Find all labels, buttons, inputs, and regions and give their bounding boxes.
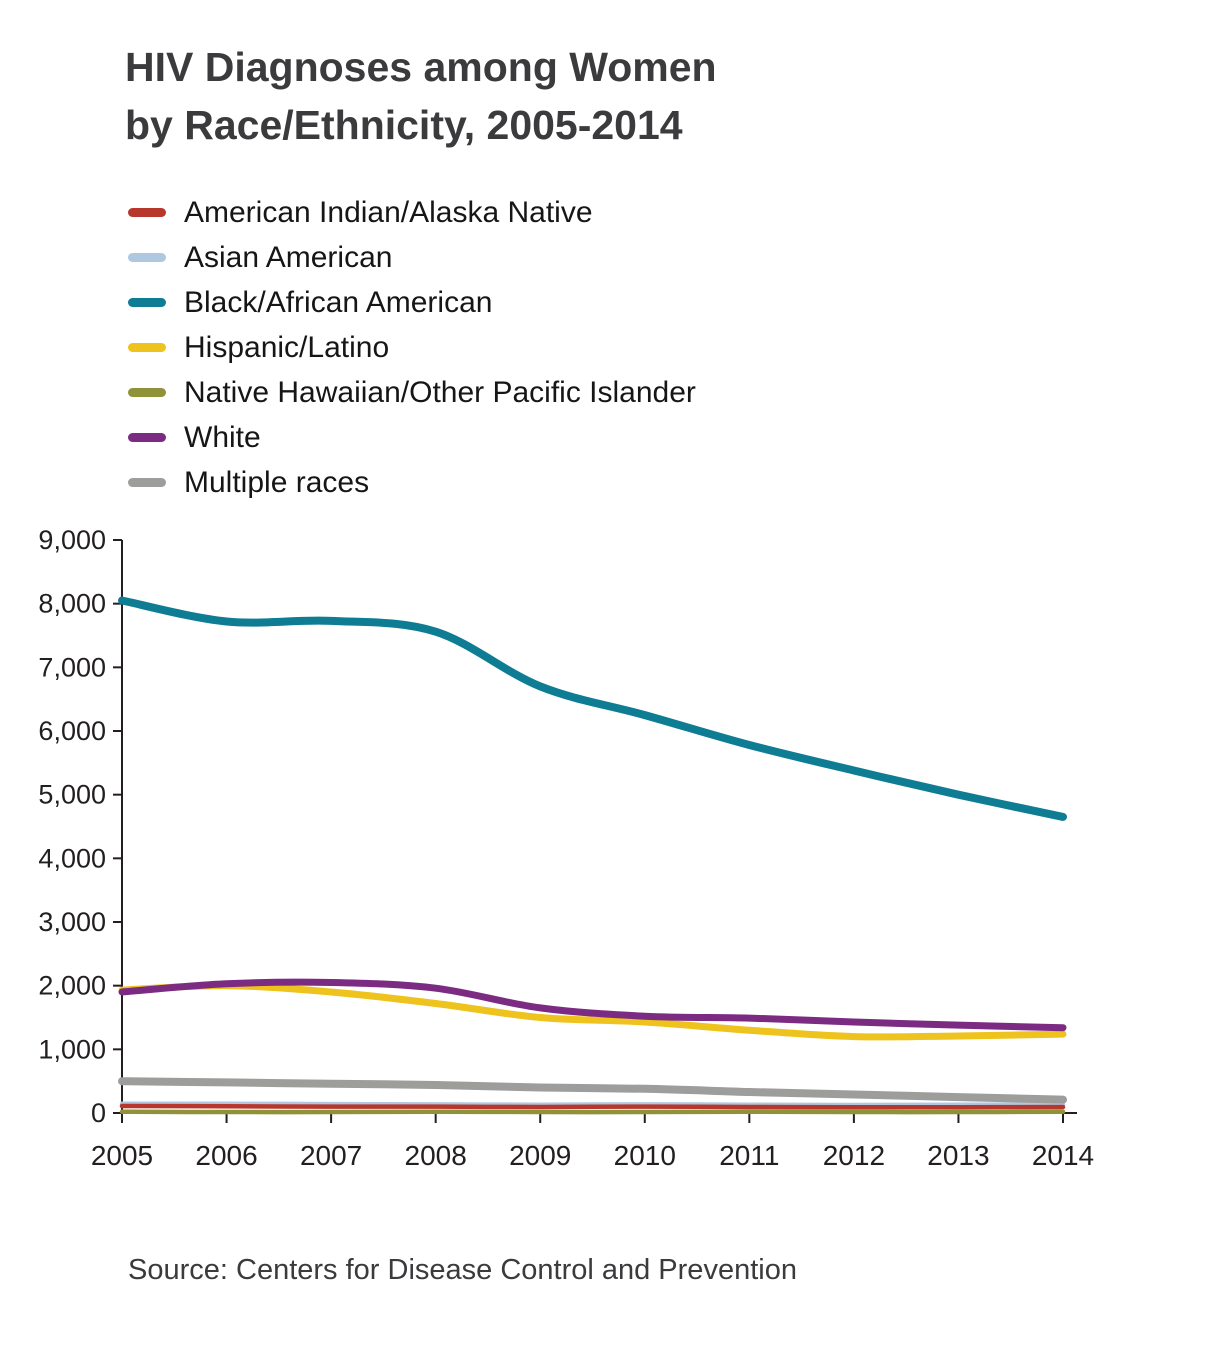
- legend-swatch-black-african-american: [128, 298, 166, 307]
- x-tick-label: 2009: [509, 1140, 571, 1171]
- x-tick-label: 2006: [195, 1140, 257, 1171]
- legend: American Indian/Alaska Native Asian Ameri…: [128, 190, 696, 505]
- legend-label: Multiple races: [184, 465, 370, 499]
- series-line-white: [118, 978, 1067, 1032]
- source-note: Source: Centers for Disease Control and …: [128, 1254, 797, 1286]
- x-tick-label: 2005: [91, 1140, 153, 1171]
- series-line-american-indian-alaska-native: [119, 1103, 1066, 1110]
- x-tick-label: 2012: [823, 1140, 885, 1171]
- legend-label: Asian American: [184, 240, 393, 274]
- legend-item-multiple-races: Multiple races: [128, 460, 696, 505]
- y-tick-label: 1,000: [38, 1034, 106, 1064]
- line-chart: 0 1,000 2,000 3,000 4,000 5,000 6,000 7,000 8,00…: [38, 525, 1094, 1171]
- legend-swatch-american-indian-alaska-native: [128, 208, 166, 217]
- x-tick-label: 2013: [927, 1140, 989, 1171]
- series-line-black-african-american: [118, 596, 1067, 821]
- legend-item-hispanic-latino: Hispanic/Latino: [128, 325, 696, 370]
- legend-label: Black/African American: [184, 285, 493, 319]
- legend-item-black-african-american: Black/African American: [128, 280, 696, 325]
- legend-swatch-hispanic-latino: [128, 343, 166, 352]
- legend-swatch-asian-american: [128, 253, 166, 262]
- legend-label: White: [184, 420, 261, 454]
- chart-title-line1: HIV Diagnoses among Women: [125, 44, 717, 90]
- y-tick-label: 3,000: [38, 907, 106, 937]
- x-tick-label: 2010: [614, 1140, 676, 1171]
- legend-item-american-indian-alaska-native: American Indian/Alaska Native: [128, 190, 696, 235]
- y-tick-label: 6,000: [38, 716, 106, 746]
- y-tick-label: 7,000: [38, 652, 106, 682]
- chart-title: HIV Diagnoses among Women by Race/Ethnici…: [125, 38, 717, 154]
- legend-label: Hispanic/Latino: [184, 330, 390, 364]
- y-tick-label: 8,000: [38, 589, 106, 619]
- legend-label: Native Hawaiian/Other Pacific Islander: [184, 375, 696, 409]
- y-tick-label: 0: [91, 1098, 106, 1128]
- x-tick-label: 2008: [405, 1140, 467, 1171]
- legend-swatch-native-hawaiian-other-pacific-islander: [128, 388, 166, 397]
- legend-swatch-multiple-races: [128, 478, 166, 487]
- legend-label: American Indian/Alaska Native: [184, 195, 593, 229]
- y-tick-label: 5,000: [38, 780, 106, 810]
- legend-item-white: White: [128, 415, 696, 460]
- chart-title-line2: by Race/Ethnicity, 2005-2014: [125, 102, 683, 149]
- legend-item-asian-american: Asian American: [128, 235, 696, 280]
- y-tick-label: 4,000: [38, 843, 106, 873]
- x-tick-label: 2014: [1032, 1140, 1094, 1171]
- legend-item-native-hawaiian-other-pacific-islander: Native Hawaiian/Other Pacific Islander: [128, 370, 696, 415]
- legend-swatch-white: [128, 433, 166, 442]
- series-line-multiple-races: [118, 1077, 1067, 1104]
- y-tick-label: 9,000: [38, 525, 106, 555]
- y-tick-label: 2,000: [38, 971, 106, 1001]
- series-line-hispanic-latino: [118, 982, 1067, 1041]
- x-tick-label: 2011: [719, 1140, 779, 1171]
- x-tick-label: 2007: [300, 1140, 362, 1171]
